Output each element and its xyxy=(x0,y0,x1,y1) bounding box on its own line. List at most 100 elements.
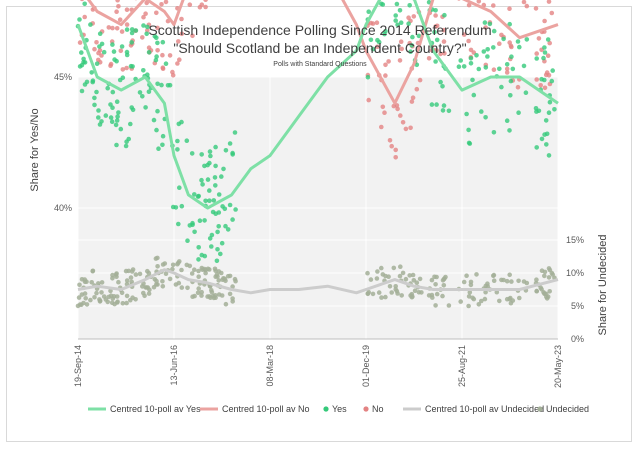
undecided-dot xyxy=(476,302,482,307)
no-dot xyxy=(203,0,208,2)
yes-dot xyxy=(209,244,214,249)
yes-dot xyxy=(395,22,400,28)
no-dot xyxy=(124,7,130,12)
undecided-dot xyxy=(207,267,212,272)
yes-dot xyxy=(94,89,99,95)
undecided-dot xyxy=(379,265,384,271)
yes-dot xyxy=(409,43,415,48)
yes-dot xyxy=(491,28,497,34)
yes-dot xyxy=(523,90,529,95)
undecided-dot xyxy=(403,276,409,282)
yes-dot xyxy=(89,70,94,75)
yes-dot xyxy=(207,198,212,203)
no-dot xyxy=(106,25,112,30)
no-dot xyxy=(491,67,497,72)
yes-dot xyxy=(379,1,384,7)
yes-dot xyxy=(499,84,504,90)
yes-dot xyxy=(97,122,103,127)
undecided-dot xyxy=(365,291,371,297)
yes-dot xyxy=(116,110,121,115)
no-dot xyxy=(441,27,447,33)
yes-dot xyxy=(434,37,440,43)
yes-dot xyxy=(483,65,489,70)
no-dot xyxy=(82,14,87,20)
undecided-dot xyxy=(140,284,145,289)
undecided-dot xyxy=(160,262,166,267)
undecided-dot xyxy=(407,273,413,278)
yes-dot xyxy=(549,78,555,84)
undecided-dot xyxy=(429,277,435,283)
undecided-dot xyxy=(508,300,514,306)
undecided-dot xyxy=(109,300,115,306)
yes-dot xyxy=(474,53,479,58)
no-dot xyxy=(466,2,472,8)
undecided-dot xyxy=(504,296,510,302)
yes-dot xyxy=(215,247,220,252)
yes-dot xyxy=(479,109,484,114)
yes-dot xyxy=(521,63,527,69)
undecided-dot xyxy=(90,268,95,274)
yes-dot xyxy=(110,105,115,110)
yes-dot xyxy=(175,147,180,152)
yes-dot xyxy=(461,64,467,69)
x-tick-label: 13-Jun-16 xyxy=(169,345,179,386)
yes-dot xyxy=(210,209,216,215)
undecided-dot xyxy=(482,296,488,302)
yes-dot xyxy=(154,35,159,41)
no-dot xyxy=(387,138,393,143)
yes-dot xyxy=(155,40,160,46)
undecided-dot xyxy=(155,264,160,269)
yes-dot xyxy=(547,99,553,105)
undecided-dot xyxy=(397,273,403,279)
no-dot xyxy=(159,2,164,7)
no-dot xyxy=(457,0,461,1)
no-dot xyxy=(197,4,203,10)
yes-dot xyxy=(196,245,201,250)
undecided-dot xyxy=(485,281,490,287)
grid-lines xyxy=(77,76,559,340)
x-tick-label: 20-May-23 xyxy=(553,345,563,388)
yes-dot xyxy=(179,203,185,209)
undecided-dot xyxy=(544,296,550,301)
no-dot xyxy=(177,57,182,62)
no-dot xyxy=(160,52,165,58)
no-dot xyxy=(141,14,146,20)
yes-dot xyxy=(114,118,120,123)
no-dot xyxy=(542,85,548,91)
no-dot xyxy=(163,0,169,5)
undecided-dot xyxy=(534,288,539,294)
undecided-dot xyxy=(94,290,99,296)
no-dot xyxy=(504,66,510,72)
yes-dot xyxy=(105,85,110,91)
yes-dot xyxy=(103,113,109,118)
yes-dot xyxy=(79,50,84,55)
yes-dot xyxy=(482,20,488,25)
undecided-dot xyxy=(114,294,120,299)
yes-dot xyxy=(524,37,530,42)
undecided-dot xyxy=(547,289,552,294)
yes-dot xyxy=(542,132,547,137)
yes-dot xyxy=(393,13,399,18)
yes-dot xyxy=(476,66,482,72)
yes-dot xyxy=(173,205,179,210)
undecided-dot xyxy=(474,272,479,277)
no-dot xyxy=(140,35,145,40)
x-tick-label: 25-Aug-21 xyxy=(457,345,467,387)
undecided-dot xyxy=(507,272,512,278)
no-dot xyxy=(468,47,474,53)
no-dot xyxy=(389,143,395,149)
y-axis-right-label: Share for Undecided xyxy=(597,235,609,336)
yes-dot xyxy=(197,218,203,223)
no-dot xyxy=(398,113,403,118)
yes-dot xyxy=(155,108,160,114)
yes-dot xyxy=(160,142,165,148)
yes-dot xyxy=(382,31,387,37)
yes-dot xyxy=(207,188,212,193)
no-dot xyxy=(538,83,543,88)
undecided-dot xyxy=(213,293,218,298)
yes-dot xyxy=(501,36,506,42)
no-dot xyxy=(491,3,496,8)
yes-dot xyxy=(504,118,510,123)
yes-dot xyxy=(227,141,233,146)
yes-dot xyxy=(456,64,462,69)
